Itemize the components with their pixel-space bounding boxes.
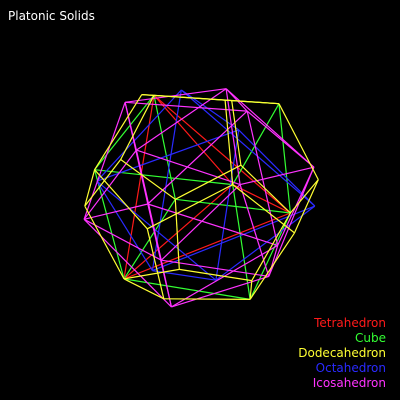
tetrahedron-wireframe xyxy=(123,94,291,280)
icosahedron-edge xyxy=(160,184,241,261)
dodecahedron-edge xyxy=(147,184,233,230)
octahedron-edge xyxy=(180,89,240,131)
icosahedron-edge xyxy=(239,166,315,186)
cube-edge xyxy=(278,103,291,214)
dodecahedron-edge xyxy=(174,199,180,270)
dodecahedron-edge xyxy=(175,164,242,200)
dodecahedron-edge xyxy=(278,103,319,180)
dodecahedron-edge xyxy=(84,205,125,280)
icosahedron-edge xyxy=(246,110,279,246)
dodecahedron-edge xyxy=(146,228,165,299)
icosahedron-edge xyxy=(83,102,126,220)
dodecahedron-edge xyxy=(179,268,252,282)
dodecahedron-edge xyxy=(249,232,295,300)
icosahedron-edge xyxy=(83,203,148,220)
dodecahedron-edge xyxy=(94,94,143,171)
icosahedron-edge xyxy=(171,275,269,308)
legend-item-icosahedron[interactable]: Icosahedron xyxy=(312,376,386,390)
octahedron-edge xyxy=(215,129,240,281)
legend-item-octahedron[interactable]: Octahedron xyxy=(315,361,386,375)
dodecahedron-edge xyxy=(231,100,242,166)
dodecahedron-edge xyxy=(123,278,165,300)
dodecahedron-edge xyxy=(163,298,251,300)
icosahedron-edge xyxy=(83,218,172,308)
dodecahedron-edge xyxy=(249,280,253,300)
icosahedron-edge xyxy=(83,149,137,220)
cube-edge xyxy=(175,198,291,214)
dodecahedron-edge xyxy=(120,159,176,200)
icosahedron-edge xyxy=(125,101,248,112)
icosahedron-edge xyxy=(83,218,162,261)
legend-item-tetrahedron[interactable]: Tetrahedron xyxy=(314,316,386,330)
octahedron-edge xyxy=(215,205,316,281)
icosahedron-edge xyxy=(125,88,227,103)
icosahedron-edge xyxy=(225,88,248,112)
cube-edge xyxy=(232,103,280,185)
dodecahedron-edge xyxy=(141,94,226,101)
tetrahedron-edge xyxy=(123,212,291,280)
icosahedron-wireframe xyxy=(83,88,315,308)
icosahedron-edge xyxy=(246,110,315,168)
icosahedron-edge xyxy=(135,149,162,261)
tetrahedron-edge xyxy=(232,184,291,214)
tetrahedron-edge xyxy=(123,95,155,279)
octahedron-edge xyxy=(96,180,153,271)
cube-wireframe xyxy=(94,94,291,300)
octahedron-edge xyxy=(96,129,239,182)
cube-edge xyxy=(94,169,233,186)
dodecahedron-edge xyxy=(232,184,295,234)
dodecahedron-edge xyxy=(240,164,291,214)
dodecahedron-edge xyxy=(84,159,122,207)
icosahedron-edge xyxy=(239,184,270,277)
tetrahedron-edge xyxy=(123,184,234,280)
icosahedron-edge xyxy=(268,166,315,277)
icosahedron-edge xyxy=(147,203,278,246)
icosahedron-edge xyxy=(147,110,248,205)
page-title: Platonic Solids xyxy=(8,9,95,23)
cube-edge xyxy=(94,94,155,171)
dodecahedron-edge xyxy=(84,169,96,207)
dodecahedron-edge xyxy=(289,179,319,214)
icosahedron-edge xyxy=(268,245,279,277)
dodecahedron-wireframe xyxy=(84,94,319,300)
octahedron-edge xyxy=(96,180,217,281)
tetrahedron-edge xyxy=(153,94,234,185)
dodecahedron-edge xyxy=(225,99,280,105)
icosahedron-edge xyxy=(136,149,241,186)
cube-edge xyxy=(123,278,251,300)
icosahedron-edge xyxy=(225,88,241,185)
dodecahedron-edge xyxy=(224,100,234,185)
legend: Tetrahedron Cube Dodecahedron Octahedron… xyxy=(298,316,386,391)
legend-item-cube[interactable]: Cube xyxy=(355,331,386,345)
octahedron-edge xyxy=(238,129,316,207)
cube-edge xyxy=(232,184,251,300)
icosahedron-edge xyxy=(147,203,172,308)
icosahedron-edge xyxy=(124,102,149,205)
dodecahedron-edge xyxy=(120,95,155,160)
dodecahedron-edge xyxy=(293,179,319,234)
dodecahedron-edge xyxy=(123,268,180,280)
dodecahedron-edge xyxy=(94,169,148,230)
legend-item-dodecahedron[interactable]: Dodecahedron xyxy=(298,346,386,360)
octahedron-edge xyxy=(180,89,316,207)
cube-edge xyxy=(249,212,291,300)
